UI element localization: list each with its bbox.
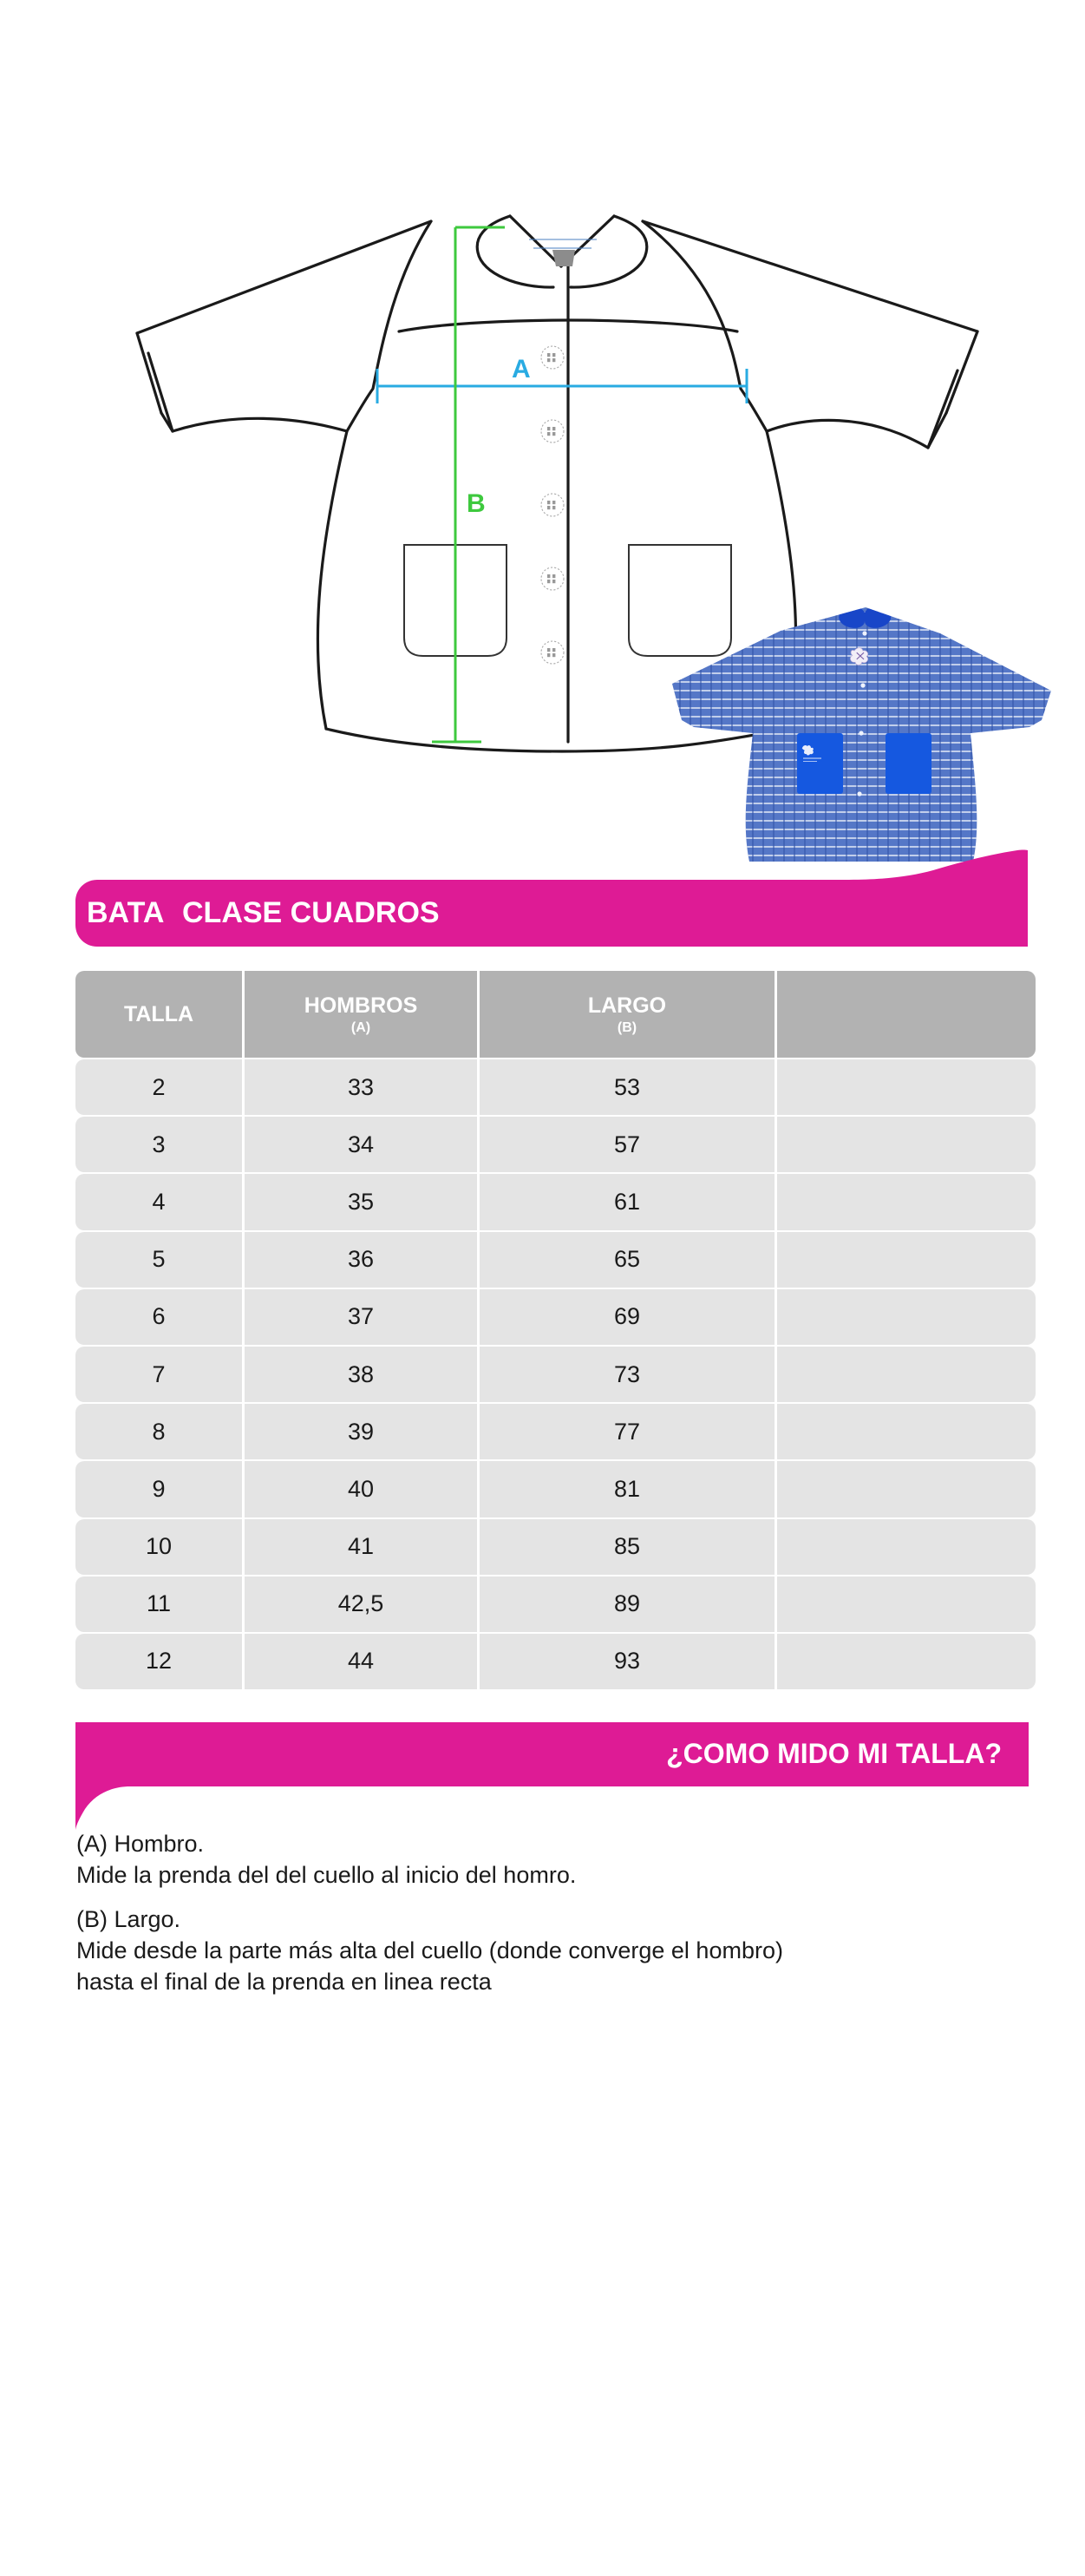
svg-text:CLASE CUADROS: CLASE CUADROS: [182, 896, 440, 929]
svg-text:BATA: BATA: [87, 896, 164, 929]
svg-text:¿COMO MIDO MI TALLA?: ¿COMO MIDO MI TALLA?: [666, 1738, 1002, 1769]
